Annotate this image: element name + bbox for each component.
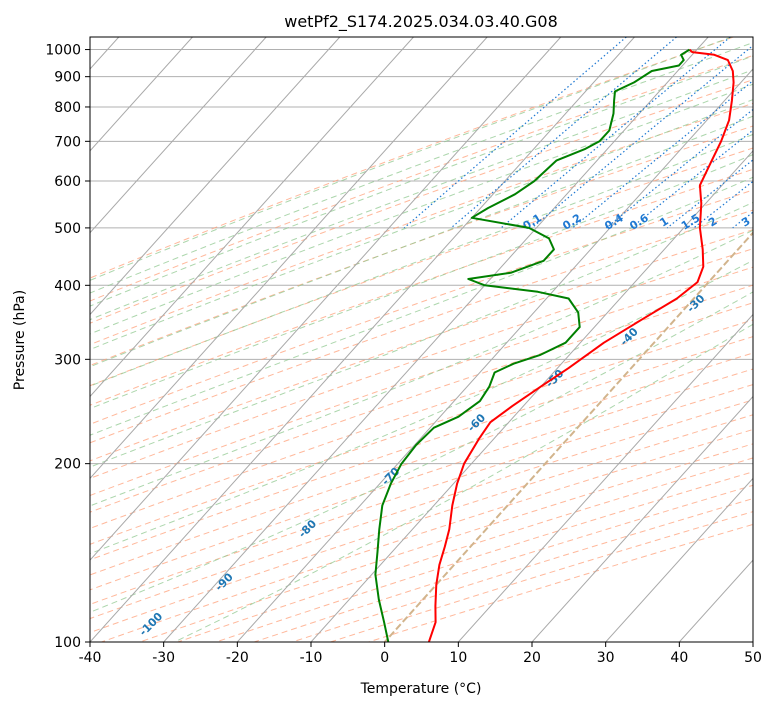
x-tick-label: 20	[523, 650, 541, 666]
dry-adiabat	[90, 284, 753, 513]
x-tick-label: 30	[597, 650, 615, 666]
dry-adiabat	[90, 37, 734, 279]
moist-adiabat	[90, 83, 753, 335]
x-tick-label: -40	[79, 650, 102, 666]
isotherm	[90, 37, 635, 642]
y-tick-label: 1000	[45, 43, 81, 59]
x-tick-label: -30	[152, 650, 175, 666]
mixing-ratio-line	[605, 108, 753, 229]
y-tick-label: 200	[54, 457, 81, 473]
mixing-ratio-line	[450, 37, 677, 229]
dry-adiabat	[90, 336, 753, 561]
isotherm	[163, 37, 709, 642]
x-tick-label: -20	[226, 650, 249, 666]
mixing-ratio-line	[693, 180, 753, 229]
x-tick-label: 40	[670, 650, 688, 666]
isotherm	[457, 313, 753, 642]
plot-frame	[89, 36, 754, 643]
axes: -40 -30 -20 -10 0 10 20 30 40 50 100 200 300 400 500 60…	[45, 43, 762, 666]
isotherm	[310, 150, 753, 642]
isotherm	[90, 37, 414, 398]
y-tick-label: 300	[54, 352, 81, 368]
moist-adiabat	[90, 115, 753, 368]
zero-isotherm	[383, 231, 753, 642]
temperature-line	[427, 48, 735, 642]
x-axis-title: Temperature (°C)	[360, 681, 482, 697]
moist-adiabat	[174, 323, 753, 642]
dry-adiabat	[90, 168, 753, 406]
y-tick-label: 800	[54, 100, 81, 116]
x-tick-label: 10	[449, 650, 467, 666]
mixing-ratio-line	[500, 37, 731, 229]
x-tick-label: 0	[380, 650, 389, 666]
background-lines	[90, 37, 753, 642]
mixing-ratio-line	[630, 129, 753, 229]
y-tick-label: 600	[54, 174, 81, 190]
moist-adiabat	[90, 291, 753, 613]
dry-adiabat	[90, 384, 753, 605]
mixing-ratio-line	[531, 44, 753, 229]
isotherm	[236, 68, 753, 642]
chart-title: wetPf2_S174.2025.034.03.40.G08	[284, 12, 558, 32]
x-tick-label: 50	[744, 650, 762, 666]
moist-adiabat	[90, 37, 732, 281]
isotherm	[531, 395, 753, 642]
dry-adiabat	[90, 229, 753, 462]
dry-adiabat	[90, 54, 753, 302]
y-tick-label: 400	[54, 278, 81, 294]
isotherm	[605, 477, 753, 642]
y-tick-label: 500	[54, 221, 81, 237]
mixing-ratio-line	[403, 37, 627, 229]
dry-adiabat	[90, 319, 753, 545]
moist-adiabat	[90, 69, 753, 321]
mixing-ratio-line	[572, 79, 753, 229]
moist-adiabat	[90, 201, 753, 468]
moist-adiabat	[90, 42, 753, 294]
x-tick-label: -10	[300, 650, 323, 666]
y-tick-label: 100	[54, 635, 81, 651]
isotherm	[90, 37, 341, 316]
moist-adiabat	[90, 154, 753, 410]
isotherm	[90, 37, 267, 234]
profile-lines	[374, 48, 735, 642]
isotherm	[90, 37, 488, 480]
moist-adiabat	[90, 55, 753, 307]
isotherm	[90, 37, 193, 152]
y-axis-title: Pressure (hPa)	[12, 290, 28, 390]
dewpoint-line	[374, 48, 691, 642]
dry-adiabat	[90, 189, 753, 425]
y-tick-label: 700	[54, 134, 81, 150]
dry-adiabat	[90, 368, 753, 591]
y-tick-label: 900	[54, 70, 81, 86]
isotherm	[90, 37, 562, 561]
